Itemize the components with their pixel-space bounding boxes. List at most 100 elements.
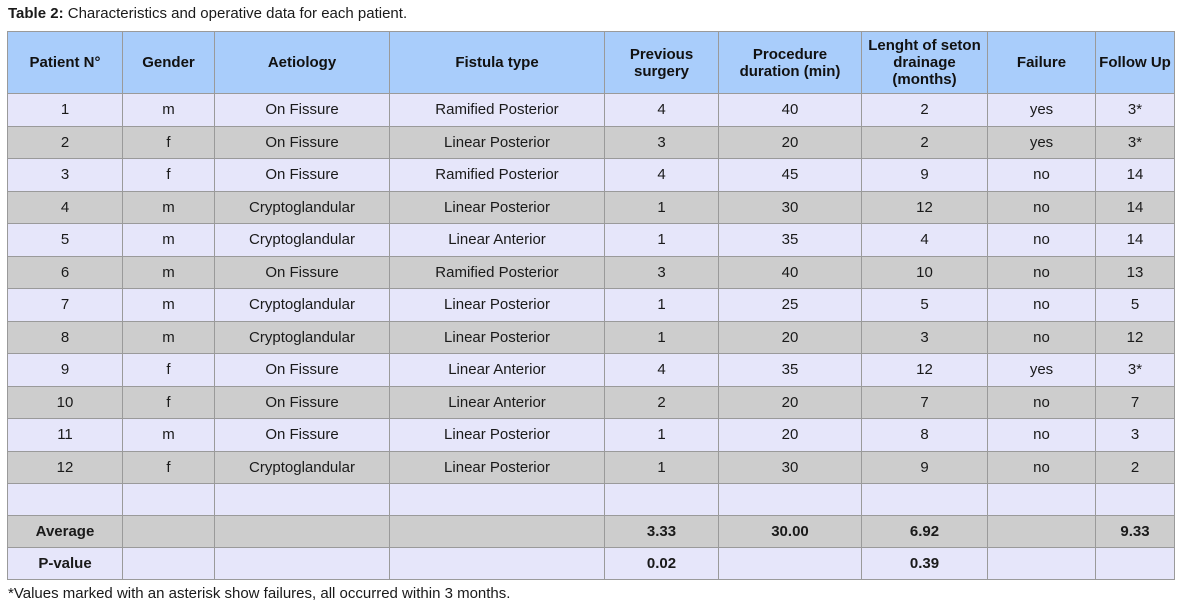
cell-fistula-type: Linear Anterior bbox=[389, 353, 605, 387]
cell-procedure-duration: 20 bbox=[718, 418, 862, 452]
cell-fistula-type: Ramified Posterior bbox=[389, 255, 605, 289]
cell-gender: f bbox=[122, 353, 215, 387]
header-fistula-type: Fistula type bbox=[389, 31, 605, 94]
empty-cell bbox=[122, 483, 215, 516]
cell-fistula-type: Linear Posterior bbox=[389, 190, 605, 224]
cell-aetiology: Cryptoglandular bbox=[214, 450, 390, 484]
cell-follow-up: 5 bbox=[1095, 288, 1175, 322]
cell-failure: no bbox=[987, 158, 1096, 192]
table-row: 6 m On Fissure Ramified Posterior 3 40 10 no 13 bbox=[7, 255, 1175, 289]
cell-patient-no: 12 bbox=[7, 450, 123, 484]
cell-seton-drainage-length: 10 bbox=[861, 255, 988, 289]
header-seton-drainage-length: Lenght of seton drainage (months) bbox=[861, 31, 988, 94]
cell-previous-surgery: 0.02 bbox=[604, 547, 719, 580]
cell-fistula-type bbox=[389, 515, 605, 548]
cell-failure: no bbox=[987, 223, 1096, 257]
cell-procedure-duration: 20 bbox=[718, 125, 862, 159]
cell-failure: yes bbox=[987, 93, 1096, 127]
cell-procedure-duration: 40 bbox=[718, 255, 862, 289]
cell-failure: no bbox=[987, 288, 1096, 322]
cell-seton-drainage-length: 8 bbox=[861, 418, 988, 452]
cell-gender: m bbox=[122, 418, 215, 452]
table-body: 1 m On Fissure Ramified Posterior 4 40 2 yes 3* 2… bbox=[7, 93, 1175, 580]
cell-previous-surgery: 2 bbox=[604, 385, 719, 419]
cell-follow-up: 3* bbox=[1095, 125, 1175, 159]
header-row: Patient N° Gender Aetiology Fistula type Pre… bbox=[7, 31, 1175, 94]
cell-seton-drainage-length: 2 bbox=[861, 93, 988, 127]
cell-failure: no bbox=[987, 320, 1096, 354]
cell-patient-no: 8 bbox=[7, 320, 123, 354]
table-row: 8 m Cryptoglandular Linear Posterior 1 20 3 no 1… bbox=[7, 320, 1175, 354]
patient-data-table: Patient N° Gender Aetiology Fistula type Pre… bbox=[7, 31, 1175, 580]
header-patient-no: Patient N° bbox=[7, 31, 123, 94]
header-gender: Gender bbox=[122, 31, 215, 94]
cell-patient-no: 6 bbox=[7, 255, 123, 289]
cell-follow-up: 12 bbox=[1095, 320, 1175, 354]
cell-gender bbox=[122, 547, 215, 580]
cell-failure: yes bbox=[987, 353, 1096, 387]
cell-patient-no: 4 bbox=[7, 190, 123, 224]
empty-cell bbox=[389, 483, 605, 516]
cell-follow-up: 14 bbox=[1095, 190, 1175, 224]
table-caption-label: Table 2: bbox=[8, 5, 64, 22]
table-row: 3 f On Fissure Ramified Posterior 4 45 9 no 14 bbox=[7, 158, 1175, 192]
cell-gender: m bbox=[122, 288, 215, 322]
empty-cell bbox=[861, 483, 988, 516]
cell-previous-surgery: 1 bbox=[604, 418, 719, 452]
cell-follow-up: 3* bbox=[1095, 353, 1175, 387]
cell-seton-drainage-length: 7 bbox=[861, 385, 988, 419]
cell-patient-no: 9 bbox=[7, 353, 123, 387]
cell-seton-drainage-length: 6.92 bbox=[861, 515, 988, 548]
cell-aetiology bbox=[214, 515, 390, 548]
cell-aetiology: Cryptoglandular bbox=[214, 190, 390, 224]
table-caption: Table 2: Characteristics and operative d… bbox=[8, 5, 407, 23]
header-procedure-duration: Procedure duration (min) bbox=[718, 31, 862, 94]
cell-follow-up: 3 bbox=[1095, 418, 1175, 452]
cell-procedure-duration: 35 bbox=[718, 353, 862, 387]
cell-procedure-duration: 20 bbox=[718, 320, 862, 354]
summary-label: P-value bbox=[7, 547, 123, 580]
table-row: 5 m Cryptoglandular Linear Anterior 1 35 4 no 14 bbox=[7, 223, 1175, 257]
table-caption-text: Characteristics and operative data for e… bbox=[63, 5, 408, 22]
cell-failure: no bbox=[987, 255, 1096, 289]
cell-previous-surgery: 3 bbox=[604, 255, 719, 289]
cell-gender: f bbox=[122, 125, 215, 159]
cell-aetiology: On Fissure bbox=[214, 353, 390, 387]
cell-aetiology: Cryptoglandular bbox=[214, 288, 390, 322]
cell-procedure-duration: 25 bbox=[718, 288, 862, 322]
table-row: 4 m Cryptoglandular Linear Posterior 1 30 12 no… bbox=[7, 190, 1175, 224]
table-row: 11 m On Fissure Linear Posterior 1 20 8 no 3 bbox=[7, 418, 1175, 452]
cell-failure: no bbox=[987, 450, 1096, 484]
table-row: 7 m Cryptoglandular Linear Posterior 1 25 5 no 5 bbox=[7, 288, 1175, 322]
cell-fistula-type: Linear Posterior bbox=[389, 418, 605, 452]
cell-aetiology: On Fissure bbox=[214, 255, 390, 289]
cell-failure: no bbox=[987, 385, 1096, 419]
cell-follow-up: 3* bbox=[1095, 93, 1175, 127]
cell-procedure-duration: 30 bbox=[718, 450, 862, 484]
empty-cell bbox=[7, 483, 123, 516]
empty-cell bbox=[214, 483, 390, 516]
header-aetiology: Aetiology bbox=[214, 31, 390, 94]
empty-row bbox=[7, 483, 1175, 516]
cell-aetiology: Cryptoglandular bbox=[214, 320, 390, 354]
cell-gender: m bbox=[122, 93, 215, 127]
table-row: 1 m On Fissure Ramified Posterior 4 40 2 yes 3* bbox=[7, 93, 1175, 127]
cell-procedure-duration: 30 bbox=[718, 190, 862, 224]
cell-procedure-duration: 30.00 bbox=[718, 515, 862, 548]
cell-fistula-type: Linear Posterior bbox=[389, 288, 605, 322]
cell-seton-drainage-length: 12 bbox=[861, 353, 988, 387]
cell-follow-up: 14 bbox=[1095, 223, 1175, 257]
cell-gender bbox=[122, 515, 215, 548]
cell-failure bbox=[987, 547, 1096, 580]
cell-procedure-duration: 20 bbox=[718, 385, 862, 419]
cell-seton-drainage-length: 12 bbox=[861, 190, 988, 224]
table-row: 10 f On Fissure Linear Anterior 2 20 7 no 7 bbox=[7, 385, 1175, 419]
cell-previous-surgery: 3 bbox=[604, 125, 719, 159]
cell-patient-no: 5 bbox=[7, 223, 123, 257]
cell-patient-no: 2 bbox=[7, 125, 123, 159]
cell-gender: f bbox=[122, 385, 215, 419]
cell-previous-surgery: 4 bbox=[604, 158, 719, 192]
cell-procedure-duration bbox=[718, 547, 862, 580]
cell-seton-drainage-length: 9 bbox=[861, 158, 988, 192]
cell-previous-surgery: 1 bbox=[604, 288, 719, 322]
